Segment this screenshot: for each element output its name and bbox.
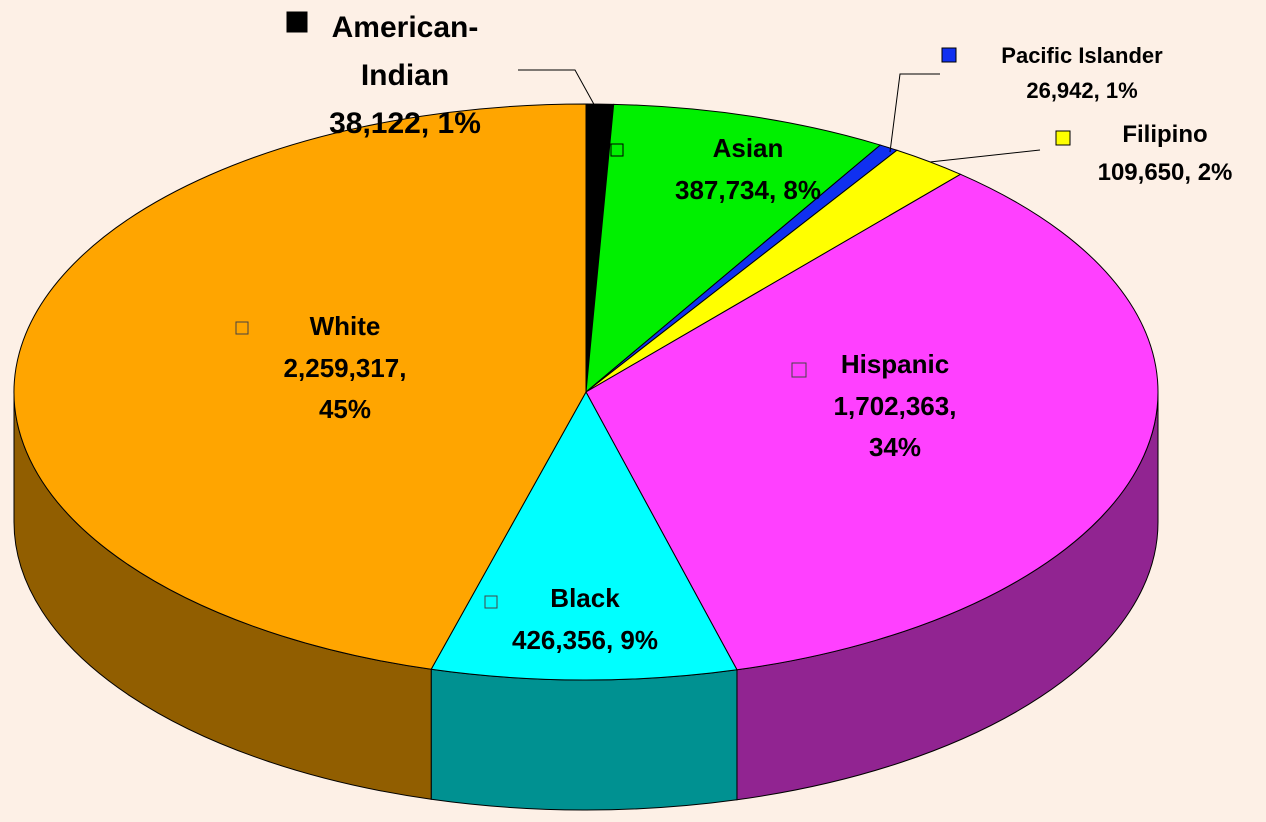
legend-key: [286, 11, 308, 33]
legend-key: [484, 595, 498, 609]
category-label: White: [309, 311, 381, 341]
data-label: Pacific Islander 26,942, 1%: [952, 38, 1212, 108]
legend-key: [1055, 130, 1071, 146]
data-label: Filipino 109,650, 2%: [1065, 116, 1265, 193]
leader-line: [518, 69, 597, 109]
category-label: Black: [550, 583, 620, 613]
data-label: Black 426,356, 9%: [480, 578, 690, 661]
category-label: Filipino: [1122, 121, 1208, 148]
data-label: Hispanic 1,702,363, 34%: [805, 344, 985, 469]
slice: [430, 390, 738, 681]
slice: [13, 103, 587, 670]
legend-key: [235, 321, 249, 335]
value-label: 426,356, 9%: [511, 624, 658, 655]
value-label: 2,259,317, 45%: [283, 352, 407, 425]
slice: [585, 173, 1159, 671]
value-label: 109,650, 2%: [1097, 159, 1233, 187]
slice-side: [430, 668, 738, 811]
category-label: American-Indian: [331, 11, 479, 92]
category-label: Asian: [712, 133, 784, 163]
data-label: Asian 387,734, 8%: [648, 128, 848, 211]
slice: [585, 103, 882, 394]
data-label: White 2,259,317, 45%: [260, 306, 430, 431]
value-label: 387,734, 8%: [674, 174, 821, 205]
legend-key: [791, 362, 807, 378]
leader-line: [929, 149, 1041, 163]
leader-line: [889, 73, 940, 153]
value-label: 38,122, 1%: [329, 107, 481, 140]
legend-key: [610, 143, 624, 157]
data-label: American-Indian 38,122, 1%: [295, 4, 515, 148]
category-label: Hispanic: [840, 349, 950, 379]
legend-key: [941, 47, 957, 63]
value-label: 1,702,363, 34%: [833, 390, 957, 463]
value-label: 26,942, 1%: [1026, 78, 1138, 104]
category-label: Pacific Islander: [1001, 43, 1163, 68]
pie: [13, 103, 1159, 811]
